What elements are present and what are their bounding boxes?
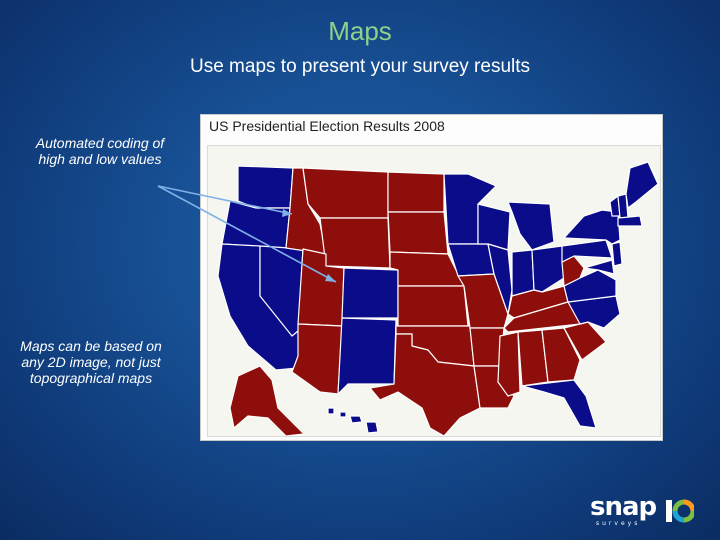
state-ks xyxy=(397,285,469,327)
state-ak xyxy=(229,365,305,436)
state-ms xyxy=(497,331,521,397)
us-election-map xyxy=(217,161,659,436)
state-sd xyxy=(387,211,449,255)
state-pa xyxy=(561,239,613,263)
state-hi xyxy=(327,407,379,434)
note-2d-image: Maps can be based on any 2D image, not j… xyxy=(20,338,162,386)
state-me xyxy=(625,161,659,209)
state-wy xyxy=(319,217,391,269)
state-nd xyxy=(387,171,445,213)
note-automated-coding: Automated coding of high and low values xyxy=(35,135,165,167)
state-wi xyxy=(477,203,511,251)
slide-title: Maps xyxy=(328,16,392,46)
slide-subtitle: Use maps to present your survey results xyxy=(189,56,531,77)
state-wa xyxy=(237,165,294,209)
state-md xyxy=(583,259,615,275)
state-mt xyxy=(302,167,389,219)
state-or xyxy=(221,200,291,249)
state-ma xyxy=(617,215,643,227)
snap-logo: snap surveys xyxy=(590,492,700,530)
map-panel: US Presidential Election Results 2008 xyxy=(200,114,663,441)
state-in xyxy=(511,249,535,297)
state-az xyxy=(291,323,343,395)
state-il xyxy=(487,243,513,315)
state-ga xyxy=(541,327,581,383)
map-title: US Presidential Election Results 2008 xyxy=(209,118,445,134)
state-co xyxy=(341,267,399,319)
state-nm xyxy=(337,317,397,395)
state-fl xyxy=(521,379,597,429)
state-mi xyxy=(507,201,555,251)
logo-badge-icon xyxy=(666,499,694,523)
state-oh xyxy=(531,245,565,293)
map-frame xyxy=(207,145,661,437)
state-nj xyxy=(611,241,623,267)
logo-wordmark: snap xyxy=(590,492,657,522)
state-tx xyxy=(369,333,481,436)
logo-subtext: surveys xyxy=(596,520,641,527)
